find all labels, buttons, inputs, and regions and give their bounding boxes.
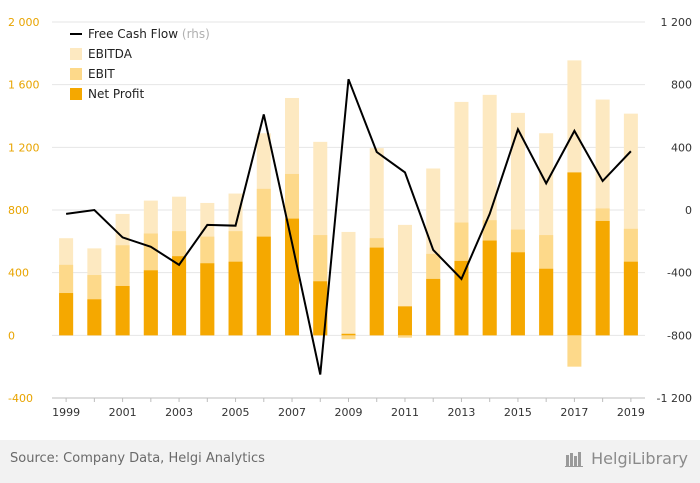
- right-axis-tick-label: 800: [671, 79, 692, 92]
- legend-suffix: (rhs): [178, 27, 210, 41]
- x-axis-tick-label: 2013: [447, 406, 475, 419]
- library-icon: [565, 451, 584, 467]
- brand-name: HelgiLibrary: [591, 449, 688, 468]
- net-profit-bar: [143, 270, 158, 336]
- x-axis-tick-label: 2007: [278, 406, 306, 419]
- net-profit-bar: [87, 299, 102, 336]
- net-profit-bar: [115, 285, 130, 336]
- legend-swatch-net-profit: [70, 88, 82, 100]
- x-axis-tick-label: 1999: [52, 406, 80, 419]
- right-axis-tick-label: 1 200: [661, 16, 693, 29]
- left-axis-tick-label: 1 600: [8, 79, 40, 92]
- right-axis-tick-label: 400: [671, 141, 692, 154]
- left-axis-tick-label: -400: [8, 392, 33, 405]
- grid-layer: [52, 21, 645, 399]
- free-cash-flow-line: [65, 78, 632, 375]
- legend-label: Free Cash Flow (rhs): [88, 27, 210, 41]
- brand-logo: HelgiLibrary: [565, 449, 688, 468]
- net-profit-bar: [426, 278, 441, 336]
- net-profit-bar: [285, 218, 300, 336]
- legend-label: EBIT: [88, 67, 115, 81]
- net-profit-bar: [567, 172, 582, 336]
- left-axis-tick-label: 400: [8, 267, 29, 280]
- net-profit-bar: [256, 236, 271, 336]
- legend-label: Net Profit: [88, 87, 144, 101]
- right-axis-tick-label: -400: [667, 267, 692, 280]
- left-axis-tick-label: 800: [8, 204, 29, 217]
- ebit-bar: [397, 335, 412, 338]
- net-profit-bar: [59, 293, 74, 336]
- net-profit-bar: [454, 260, 469, 336]
- net-profit-bar: [228, 261, 243, 336]
- net-profit-bar: [539, 268, 554, 336]
- footer-bar: [0, 440, 700, 483]
- legend-swatch-ebitda: [70, 48, 82, 60]
- right-axis-tick-label: 0: [685, 204, 692, 217]
- right-axis-tick-label: -1 200: [657, 392, 692, 405]
- x-axis-tick-label: 2005: [222, 406, 250, 419]
- source-text: Source: Company Data, Helgi Analytics: [10, 451, 265, 466]
- x-axis-tick-label: 2017: [560, 406, 588, 419]
- x-axis-tick-label: 2001: [109, 406, 137, 419]
- x-axis-tick-label: 2015: [504, 406, 532, 419]
- net-profit-bar: [172, 256, 187, 336]
- net-profit-bar: [595, 220, 610, 336]
- net-profit-bar: [482, 240, 497, 336]
- bar-layer: [59, 60, 638, 367]
- axis-layer: -400 0 400 800 1 200 1 600 2 000 -1 200 -800 -400…: [8, 16, 692, 419]
- x-axis-tick-label: 2011: [391, 406, 419, 419]
- legend-label: EBITDA: [88, 47, 133, 61]
- legend: Free Cash Flow (rhs) EBITDA EBIT Net Profit: [70, 27, 210, 101]
- ebit-bar: [567, 335, 582, 367]
- left-axis-tick-label: 2 000: [8, 16, 40, 29]
- legend-swatch-ebit: [70, 68, 82, 80]
- x-axis-tick-label: 2003: [165, 406, 193, 419]
- right-axis-tick-label: -800: [667, 329, 692, 342]
- left-axis-tick-label: 0: [8, 329, 15, 342]
- net-profit-bar: [397, 306, 412, 336]
- net-profit-bar: [200, 263, 215, 336]
- line-layer: [65, 78, 632, 375]
- left-axis-tick-label: 1 200: [8, 141, 40, 154]
- net-profit-bar: [510, 252, 525, 336]
- net-profit-bar: [369, 247, 384, 336]
- ebitda-bar: [341, 231, 356, 336]
- x-axis-tick-label: 2009: [335, 406, 363, 419]
- net-profit-bar: [623, 261, 638, 336]
- ebit-bar: [341, 335, 356, 340]
- net-profit-bar: [341, 333, 356, 336]
- net-profit-bar: [313, 281, 328, 336]
- x-axis-tick-label: 2019: [617, 406, 645, 419]
